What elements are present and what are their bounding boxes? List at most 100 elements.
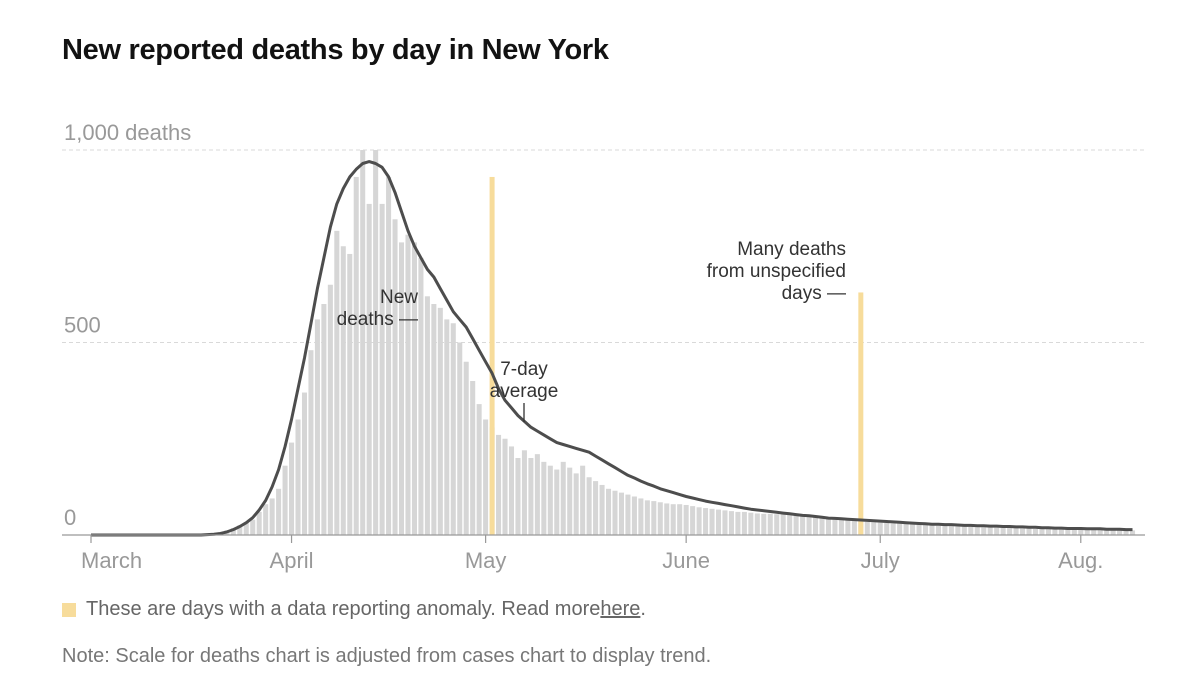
bar xyxy=(1091,529,1097,535)
bar xyxy=(405,234,411,535)
anomaly-bar xyxy=(489,176,495,535)
y-axis-ticks: 1,000 deaths 500 0 xyxy=(64,120,191,530)
y-tick-label: 0 xyxy=(64,505,76,530)
grid-lines xyxy=(62,149,1145,343)
bar xyxy=(1000,527,1006,535)
bar xyxy=(657,502,663,535)
bar xyxy=(741,511,747,535)
bar xyxy=(250,519,256,535)
bar xyxy=(748,512,754,535)
x-tick-label: April xyxy=(270,548,314,573)
legend-end: . xyxy=(640,598,646,620)
bar xyxy=(683,504,689,535)
bar xyxy=(534,454,540,535)
bar xyxy=(1104,529,1110,535)
bar xyxy=(1117,530,1123,535)
bar xyxy=(800,515,806,535)
bar xyxy=(735,511,741,535)
bar xyxy=(987,527,993,535)
bar xyxy=(256,511,262,535)
x-tick-label: Aug. xyxy=(1058,548,1103,573)
bar xyxy=(567,467,573,535)
bar xyxy=(1013,528,1019,535)
bar xyxy=(392,219,398,536)
anomaly-legend: These are days with a data reporting ano… xyxy=(62,598,646,621)
bar xyxy=(470,381,476,535)
chart-title: New reported deaths by day in New York xyxy=(62,34,609,66)
bar xyxy=(1071,529,1077,535)
bar xyxy=(845,520,851,535)
x-tick-label: July xyxy=(861,548,900,573)
bar xyxy=(819,518,825,535)
bar xyxy=(690,506,696,535)
bar xyxy=(1110,530,1116,535)
y-tick-label: 1,000 deaths xyxy=(64,120,191,145)
bar xyxy=(554,469,560,535)
legend-text: These are days with a data reporting ano… xyxy=(86,598,601,620)
bar xyxy=(1065,529,1071,535)
x-tick-label: June xyxy=(662,548,710,573)
bar xyxy=(541,461,547,535)
bar xyxy=(282,465,288,535)
bar xyxy=(431,304,437,535)
bar xyxy=(825,518,832,535)
bar xyxy=(398,242,405,535)
bar xyxy=(263,504,269,535)
bar xyxy=(1032,528,1039,535)
bar xyxy=(612,490,618,535)
bar xyxy=(289,442,295,535)
bar xyxy=(929,525,935,535)
bar xyxy=(496,434,502,535)
bar xyxy=(897,523,903,535)
seven-day-average-line xyxy=(91,160,1133,537)
bar xyxy=(813,517,819,535)
bar xyxy=(677,504,683,535)
bar xyxy=(994,527,1000,535)
bar xyxy=(955,526,961,535)
bar xyxy=(838,519,844,535)
bar xyxy=(864,521,870,535)
anomaly-bars xyxy=(489,176,864,535)
bar xyxy=(664,503,670,535)
bar xyxy=(696,507,702,535)
bar xyxy=(916,524,922,535)
bar xyxy=(922,524,929,535)
bar xyxy=(651,501,657,535)
annotation-label: deaths — xyxy=(337,309,418,330)
bar xyxy=(728,511,734,535)
bar xyxy=(450,323,456,535)
bar xyxy=(806,516,812,535)
bar xyxy=(1026,528,1032,535)
bar xyxy=(528,458,534,535)
annotation-label: average xyxy=(490,381,559,402)
bar xyxy=(631,496,637,535)
bar xyxy=(709,508,715,535)
scale-note: Note: Scale for deaths chart is adjusted… xyxy=(62,645,712,667)
bar xyxy=(722,510,728,535)
bar xyxy=(386,176,392,535)
bar xyxy=(230,528,236,535)
bar xyxy=(877,522,883,535)
bar xyxy=(625,494,631,535)
bar xyxy=(573,473,579,535)
bar xyxy=(715,509,722,535)
bar xyxy=(942,525,948,535)
bar xyxy=(463,361,469,535)
bar xyxy=(599,484,605,535)
bar xyxy=(521,450,527,535)
bar xyxy=(457,342,463,535)
read-more-link[interactable]: here xyxy=(600,598,641,620)
bar xyxy=(851,520,857,535)
bar xyxy=(1058,529,1064,535)
bar xyxy=(411,242,417,535)
bar xyxy=(754,513,760,535)
x-axis-ticks: March April May June July Aug. xyxy=(81,535,1103,573)
bar xyxy=(981,527,987,535)
bar xyxy=(366,203,372,535)
bar xyxy=(373,150,379,535)
bar xyxy=(767,513,773,535)
bar xyxy=(1123,530,1129,535)
bar xyxy=(334,230,340,535)
